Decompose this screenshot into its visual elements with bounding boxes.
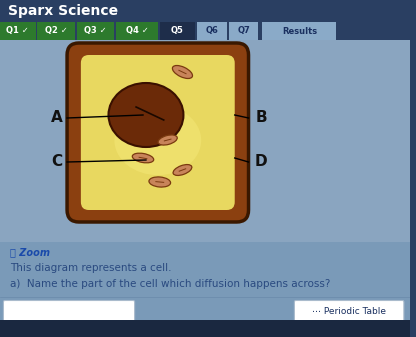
Text: a)  Name the part of the cell which diffusion happens across?: a) Name the part of the cell which diffu…	[10, 279, 330, 289]
FancyBboxPatch shape	[197, 22, 227, 40]
Ellipse shape	[114, 105, 201, 175]
Ellipse shape	[173, 164, 192, 176]
FancyBboxPatch shape	[0, 242, 410, 337]
Ellipse shape	[149, 177, 171, 187]
Text: Sparx Science: Sparx Science	[8, 4, 118, 18]
Text: B: B	[255, 111, 267, 125]
Text: Q3 ✓: Q3 ✓	[84, 27, 107, 35]
Ellipse shape	[132, 153, 154, 163]
FancyBboxPatch shape	[160, 22, 195, 40]
Text: Q4 ✓: Q4 ✓	[126, 27, 149, 35]
FancyBboxPatch shape	[0, 40, 410, 337]
Text: C: C	[52, 154, 63, 170]
Text: Q2 ✓: Q2 ✓	[45, 27, 67, 35]
FancyBboxPatch shape	[37, 22, 75, 40]
Text: Q6: Q6	[206, 27, 218, 35]
Text: 🔍 Zoom: 🔍 Zoom	[10, 247, 50, 257]
FancyBboxPatch shape	[3, 301, 135, 321]
FancyBboxPatch shape	[262, 22, 336, 40]
Ellipse shape	[172, 65, 193, 79]
Text: This diagram represents a cell.: This diagram represents a cell.	[10, 263, 171, 273]
FancyBboxPatch shape	[0, 0, 410, 22]
Text: Q5: Q5	[171, 27, 184, 35]
FancyBboxPatch shape	[229, 22, 258, 40]
Text: Q7: Q7	[237, 27, 250, 35]
FancyBboxPatch shape	[116, 22, 158, 40]
Ellipse shape	[109, 83, 183, 147]
FancyBboxPatch shape	[0, 22, 35, 40]
Text: Results: Results	[282, 27, 317, 35]
Text: ⋯ Periodic Table: ⋯ Periodic Table	[312, 306, 386, 315]
Ellipse shape	[158, 135, 177, 145]
FancyBboxPatch shape	[0, 320, 410, 337]
Text: A: A	[51, 111, 63, 125]
Text: Q1 ✓: Q1 ✓	[6, 27, 29, 35]
FancyBboxPatch shape	[295, 301, 404, 321]
FancyBboxPatch shape	[81, 55, 235, 210]
Text: D: D	[255, 154, 267, 170]
FancyBboxPatch shape	[67, 43, 248, 222]
FancyBboxPatch shape	[77, 22, 114, 40]
